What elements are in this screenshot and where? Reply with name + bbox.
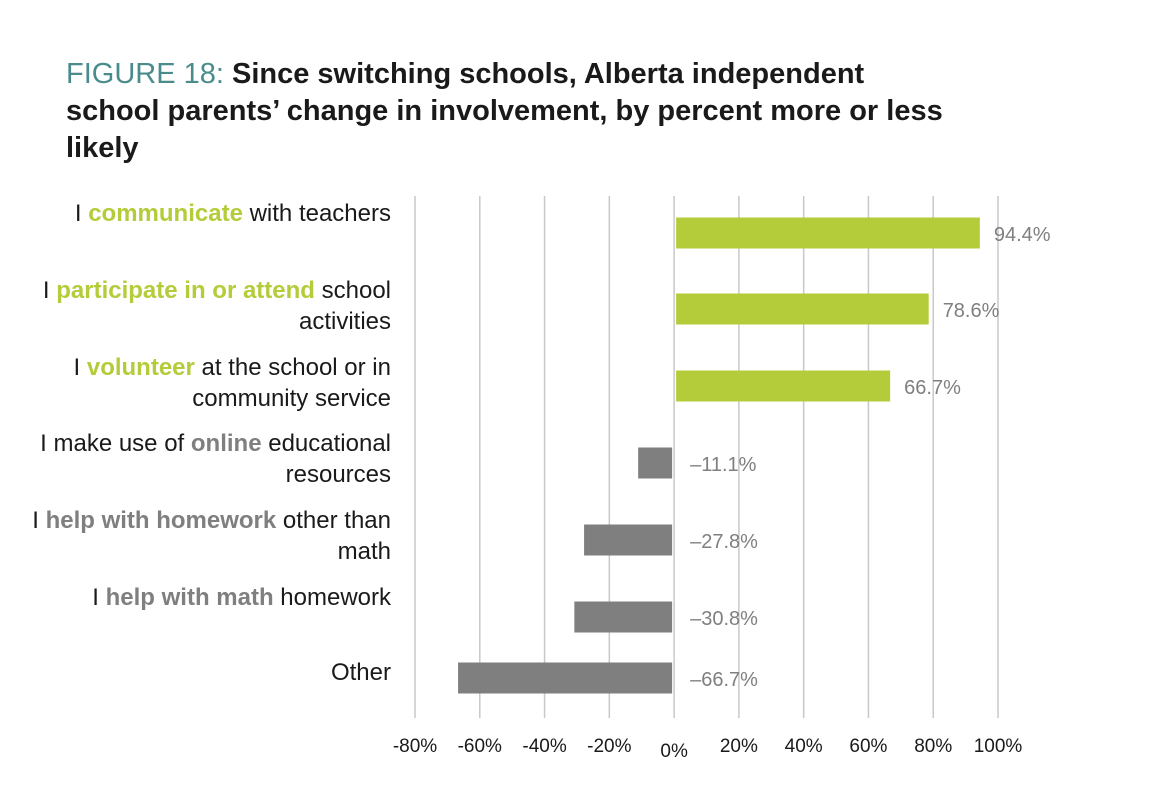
- bar: [676, 293, 929, 325]
- category-label-part: other than math: [276, 507, 391, 565]
- category-label-part: help with math: [105, 584, 274, 611]
- value-label: –66.7%: [690, 669, 758, 691]
- x-tick-label: -40%: [522, 736, 566, 757]
- bar: [676, 217, 980, 249]
- category-label: I make use of online educational resourc…: [31, 428, 391, 490]
- gridlines: [414, 196, 999, 718]
- value-label: 78.6%: [943, 300, 1000, 322]
- bars: [458, 217, 980, 694]
- x-tick-label: 60%: [849, 736, 887, 757]
- x-tick-label: 0%: [660, 741, 688, 762]
- category-label-part: I: [92, 584, 106, 611]
- x-tick-label: -20%: [587, 736, 631, 757]
- x-tick-label: -60%: [458, 736, 502, 757]
- category-label-part: I: [42, 277, 57, 304]
- chart-title-text: Since switching schools, Alberta indepen…: [66, 58, 943, 164]
- category-label-part: volunteer: [86, 354, 195, 381]
- category-label-part: online: [190, 430, 262, 457]
- bar: [458, 662, 673, 694]
- category-label: I help with homework other than math: [31, 505, 391, 567]
- category-label-part: help with homework: [45, 507, 277, 534]
- x-tick-label: 20%: [720, 736, 758, 757]
- bar: [574, 601, 673, 633]
- figure-number: FIGURE 18:: [66, 58, 232, 90]
- category-label: I participate in or attend school activi…: [31, 275, 391, 337]
- value-label: –11.1%: [690, 454, 757, 476]
- category-label-part: participate in or attend: [56, 277, 315, 304]
- chart-title: FIGURE 18: Since switching schools, Albe…: [66, 56, 946, 167]
- category-label: I volunteer at the school or in communit…: [31, 352, 392, 414]
- category-label-part: communicate: [88, 200, 243, 227]
- x-axis-ticks: -80% -60% -40% -20% 0% 20% 40% 60% 80% 100%: [393, 736, 1023, 762]
- value-labels: 94.4% 78.6% 66.7% –11.1% –27.8% –30.8% –66.7%: [690, 224, 1051, 691]
- value-label: 94.4%: [994, 224, 1051, 246]
- category-label-part: I: [73, 354, 87, 381]
- value-label: 66.7%: [904, 377, 961, 399]
- bar: [676, 370, 891, 402]
- category-label: I help with math homework: [31, 582, 391, 613]
- category-label-part: I: [74, 200, 89, 227]
- category-label-part: educational resources: [261, 430, 391, 488]
- x-tick-label: -80%: [393, 736, 437, 757]
- category-label-part: with teachers: [242, 200, 391, 227]
- category-label-part: Other: [330, 659, 391, 686]
- x-tick-label: 40%: [785, 736, 823, 757]
- bar: [638, 447, 673, 479]
- category-label: I communicate with teachers: [31, 198, 391, 229]
- category-label-part: I make use of: [40, 430, 191, 457]
- category-label-part: I: [32, 507, 46, 534]
- value-label: –27.8%: [690, 531, 758, 553]
- category-label-part: school activities: [298, 277, 391, 335]
- category-label-part: at the school or in community service: [192, 354, 391, 412]
- category-label-part: homework: [273, 584, 391, 611]
- bar: [584, 524, 673, 556]
- value-label: –30.8%: [690, 608, 758, 630]
- x-tick-label: 100%: [974, 736, 1023, 757]
- category-label: Other: [31, 657, 391, 688]
- x-tick-label: 80%: [914, 736, 952, 757]
